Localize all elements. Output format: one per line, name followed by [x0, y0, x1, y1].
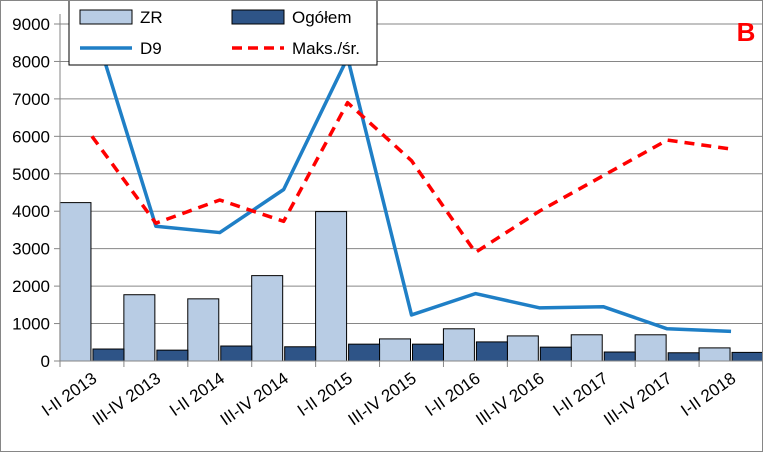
- x-tick-label: III-IV 2017: [600, 369, 675, 430]
- bar-Ogółem: [284, 346, 317, 362]
- bar-Ogółem: [603, 351, 636, 362]
- bar-Ogółem: [475, 341, 508, 362]
- legend-label: ZR: [140, 8, 163, 27]
- x-tick-label: III-IV 2013: [89, 369, 164, 430]
- y-tick-label: 6000: [12, 127, 50, 146]
- line-series-D9: [90, 19, 732, 334]
- bar-Ogółem: [92, 348, 125, 362]
- bar-Ogółem: [539, 346, 572, 362]
- bar-ZR: [59, 202, 92, 362]
- bar-Ogółem: [156, 349, 189, 362]
- line-series-Maks./śr.: [90, 100, 732, 255]
- bars: [59, 202, 762, 362]
- legend-label: D9: [140, 39, 162, 58]
- bar-Ogółem: [731, 351, 762, 362]
- legend: ZR Ogółem D9 Maks./śr.: [68, 1, 378, 66]
- bar-Ogółem: [412, 343, 444, 362]
- bar-Ogółem: [667, 352, 700, 362]
- y-tick-label: 3000: [12, 240, 50, 259]
- bar-ZR: [251, 275, 284, 362]
- bar-ZR: [506, 335, 539, 362]
- bar-ZR: [442, 328, 475, 362]
- y-tick-label: 4000: [12, 202, 50, 221]
- bar-ZR: [570, 334, 603, 362]
- bar-ZR: [634, 334, 667, 362]
- series-lines: [90, 19, 732, 334]
- bar-ZR: [698, 347, 731, 362]
- x-tick-label: I-II 2018: [677, 369, 739, 420]
- y-tick-label: 2000: [12, 277, 50, 296]
- bar-Ogółem: [348, 343, 381, 362]
- panel-letter: B: [737, 17, 756, 47]
- bar-Ogółem: [220, 345, 253, 362]
- legend-label: Maks./śr.: [292, 39, 360, 58]
- bar-ZR: [315, 211, 348, 362]
- legend-swatch-ZR: [79, 9, 133, 25]
- bar-ZR: [379, 338, 411, 362]
- y-tick-label: 1000: [12, 315, 50, 334]
- y-tick-label: 8000: [12, 52, 50, 71]
- bar-ZR: [187, 298, 220, 362]
- legend-swatch-Ogółem: [231, 9, 285, 25]
- gridlines: [60, 23, 762, 325]
- axes: [54, 14, 762, 367]
- x-tick-label: III-IV 2016: [472, 369, 547, 430]
- y-tick-labels: 0 1000 2000 3000 4000 5000 6000 7000 8000 9000: [12, 15, 50, 371]
- y-tick-label: 9000: [12, 15, 50, 34]
- legend-label: Ogółem: [292, 8, 352, 27]
- y-tick-label: 7000: [12, 90, 50, 109]
- y-tick-label: 0: [41, 352, 50, 371]
- y-tick-label: 5000: [12, 165, 50, 184]
- x-tick-label: III-IV 2014: [217, 369, 292, 430]
- x-tick-label: III-IV 2015: [345, 369, 420, 430]
- bar-ZR: [123, 294, 156, 362]
